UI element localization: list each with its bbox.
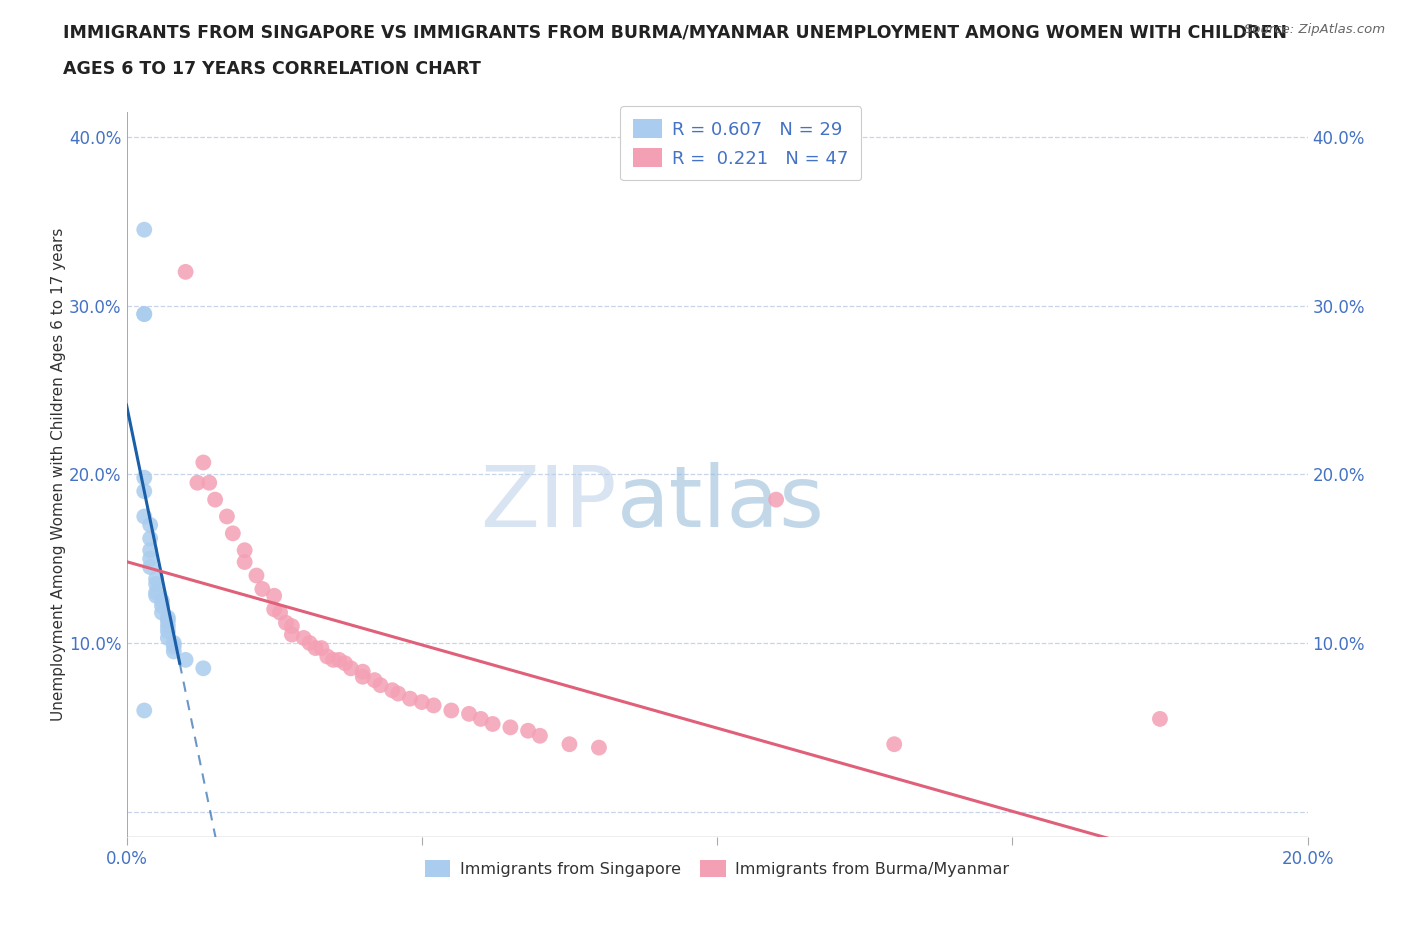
Point	[529, 728, 551, 743]
Point	[481, 716, 503, 731]
Point	[156, 610, 179, 625]
Point	[134, 307, 156, 322]
Point	[134, 703, 156, 718]
Point	[198, 475, 221, 490]
Point	[322, 653, 344, 668]
Point	[163, 644, 186, 658]
Point	[274, 616, 297, 631]
Point	[204, 492, 226, 507]
Point	[352, 664, 374, 679]
Point	[499, 720, 522, 735]
Point	[1149, 711, 1171, 726]
Text: ZIP: ZIP	[481, 462, 617, 545]
Text: Source: ZipAtlas.com: Source: ZipAtlas.com	[1244, 23, 1385, 36]
Point	[245, 568, 267, 583]
Point	[440, 703, 463, 718]
Point	[298, 635, 321, 650]
Point	[233, 554, 256, 569]
Point	[281, 618, 304, 633]
Point	[269, 605, 291, 620]
Point	[145, 571, 167, 586]
Point	[134, 484, 156, 498]
Point	[134, 307, 156, 322]
Point	[281, 627, 304, 642]
Point	[139, 517, 162, 532]
Point	[470, 711, 492, 726]
Point	[363, 672, 385, 687]
Point	[316, 649, 339, 664]
Point	[156, 631, 179, 645]
Text: AGES 6 TO 17 YEARS CORRELATION CHART: AGES 6 TO 17 YEARS CORRELATION CHART	[63, 60, 481, 78]
Point	[422, 698, 444, 713]
Point	[163, 635, 186, 650]
Point	[139, 560, 162, 575]
Point	[558, 737, 581, 751]
Point	[139, 531, 162, 546]
Point	[292, 631, 315, 645]
Point	[150, 598, 173, 613]
Point	[174, 264, 197, 279]
Point	[186, 475, 208, 490]
Point	[304, 641, 326, 656]
Point	[156, 618, 179, 633]
Point	[174, 653, 197, 668]
Point	[139, 543, 162, 558]
Point	[333, 656, 356, 671]
Point	[411, 695, 433, 710]
Point	[588, 740, 610, 755]
Point	[381, 683, 404, 698]
Point	[163, 639, 186, 654]
Point	[134, 509, 156, 524]
Point	[233, 543, 256, 558]
Point	[150, 593, 173, 608]
Text: atlas: atlas	[617, 462, 825, 545]
Point	[139, 551, 162, 566]
Point	[399, 691, 422, 706]
Point	[311, 641, 333, 656]
Point	[458, 707, 481, 722]
Point	[193, 455, 215, 470]
Point	[263, 602, 285, 617]
Point	[145, 589, 167, 604]
Point	[215, 509, 238, 524]
Point	[370, 678, 392, 693]
Point	[883, 737, 905, 751]
Point	[150, 605, 173, 620]
Point	[328, 653, 350, 668]
Point	[156, 614, 179, 629]
Y-axis label: Unemployment Among Women with Children Ages 6 to 17 years: Unemployment Among Women with Children A…	[51, 228, 66, 721]
Point	[252, 581, 274, 596]
Point	[134, 222, 156, 237]
Point	[156, 624, 179, 639]
Point	[387, 686, 409, 701]
Text: IMMIGRANTS FROM SINGAPORE VS IMMIGRANTS FROM BURMA/MYANMAR UNEMPLOYMENT AMONG WO: IMMIGRANTS FROM SINGAPORE VS IMMIGRANTS …	[63, 23, 1288, 41]
Point	[222, 525, 245, 540]
Legend: Immigrants from Singapore, Immigrants from Burma/Myanmar: Immigrants from Singapore, Immigrants fr…	[419, 853, 1015, 884]
Point	[517, 724, 540, 738]
Point	[145, 585, 167, 600]
Point	[193, 661, 215, 676]
Point	[340, 661, 363, 676]
Point	[765, 492, 787, 507]
Point	[352, 670, 374, 684]
Point	[263, 589, 285, 604]
Point	[134, 471, 156, 485]
Point	[145, 577, 167, 591]
